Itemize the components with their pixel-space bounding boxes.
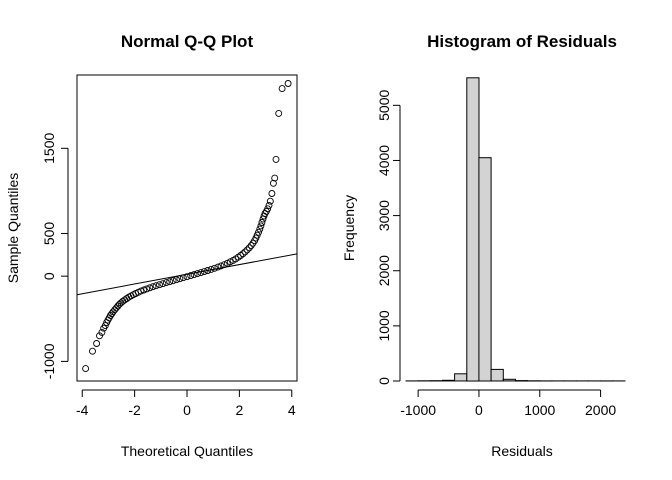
histogram-bars — [405, 77, 626, 382]
qq-y-tick-label: 1500 — [41, 133, 57, 164]
histogram-bar — [490, 368, 504, 382]
qq-point — [245, 244, 253, 252]
histogram-y-axis-label: Frequency — [341, 195, 357, 261]
qq-x-tick-label: -4 — [76, 402, 89, 418]
qq-point — [278, 85, 286, 93]
qq-point — [264, 205, 272, 213]
qq-y-axis: -1000 0 500 1500 — [41, 133, 69, 379]
histogram-x-tick-label: -1000 — [400, 402, 436, 418]
histogram-y-tick-label: 2000 — [376, 255, 392, 286]
qq-point — [275, 109, 283, 117]
qq-point — [149, 283, 157, 291]
qq-point — [89, 347, 96, 355]
histogram-bar — [466, 77, 480, 382]
histogram-bar — [454, 373, 468, 382]
histogram-bar — [442, 379, 456, 382]
qq-x-tick-label: 4 — [288, 402, 296, 418]
qq-point — [152, 282, 160, 290]
qq-point — [284, 80, 292, 87]
qq-point — [243, 246, 251, 254]
qq-point — [98, 328, 106, 336]
qq-plot-title: Normal Q-Q Plot — [121, 32, 254, 51]
qq-point — [169, 277, 177, 285]
histogram-panel: Histogram of Residuals -1000 0 1000 2000 0 1… — [341, 32, 626, 459]
histogram-x-tick-label: 2000 — [585, 402, 616, 418]
qq-point — [266, 197, 274, 205]
qq-point — [272, 155, 280, 163]
qq-point — [93, 340, 101, 347]
qq-point — [96, 332, 103, 340]
qq-point — [166, 278, 174, 286]
histogram-bar — [502, 378, 516, 382]
qq-y-tick-label: 0 — [41, 272, 57, 280]
histogram-x-axis: -1000 0 1000 2000 — [400, 389, 616, 418]
qq-point — [239, 250, 247, 258]
qq-reference-line — [76, 253, 298, 296]
qq-x-axis: -4 -2 0 2 4 — [76, 389, 296, 418]
qq-point — [214, 263, 222, 271]
qq-point — [217, 262, 225, 270]
qq-point — [269, 179, 277, 187]
qq-y-tick-label: 500 — [41, 222, 57, 246]
qq-y-tick-label: -1000 — [41, 343, 57, 379]
qq-point — [268, 190, 276, 197]
histogram-y-tick-label: 1000 — [376, 310, 392, 341]
histogram-x-tick-label: 0 — [475, 402, 483, 418]
qq-plot-panel: Normal Q-Q Plot -4 -2 0 2 4 -1000 0 500 1500 Th… — [5, 32, 298, 459]
histogram-y-axis: 0 1000 2000 3000 4000 5000 — [376, 90, 401, 385]
qq-point — [241, 248, 249, 256]
qq-point — [211, 264, 218, 272]
qq-point — [156, 281, 163, 289]
qq-point — [162, 279, 170, 287]
histogram-y-tick-label: 0 — [376, 377, 392, 385]
qq-point — [257, 222, 265, 230]
qq-x-tick-label: 0 — [183, 402, 191, 418]
qq-point — [256, 225, 264, 233]
histogram-x-axis-label: Residuals — [491, 443, 552, 459]
qq-point — [265, 201, 273, 209]
qq-point — [204, 267, 212, 274]
histogram-y-tick-label: 3000 — [376, 200, 392, 231]
qq-point — [183, 273, 191, 281]
qq-point — [137, 287, 145, 295]
qq-point — [146, 284, 154, 292]
qq-points — [82, 80, 292, 373]
histogram-title: Histogram of Residuals — [427, 32, 617, 51]
qq-point — [255, 228, 262, 236]
qq-point — [143, 285, 151, 293]
qq-plot-frame — [76, 74, 298, 382]
qq-x-tick-label: 2 — [235, 402, 243, 418]
qq-point — [82, 365, 90, 373]
qq-point — [194, 270, 201, 278]
qq-point — [237, 252, 245, 259]
histogram-x-tick-label: 1000 — [524, 402, 555, 418]
qq-x-axis-label: Theoretical Quantiles — [121, 443, 253, 459]
qq-point — [258, 219, 266, 226]
qq-point — [187, 272, 195, 280]
histogram-y-tick-label: 5000 — [376, 90, 392, 121]
histogram-y-tick-label: 4000 — [376, 145, 392, 176]
histogram-bar — [478, 157, 492, 382]
qq-point — [190, 271, 198, 279]
qq-y-axis-label: Sample Quantiles — [5, 173, 21, 284]
qq-x-tick-label: -2 — [128, 402, 141, 418]
qq-point — [159, 280, 167, 288]
qq-point — [271, 174, 279, 182]
qq-point — [140, 286, 148, 294]
